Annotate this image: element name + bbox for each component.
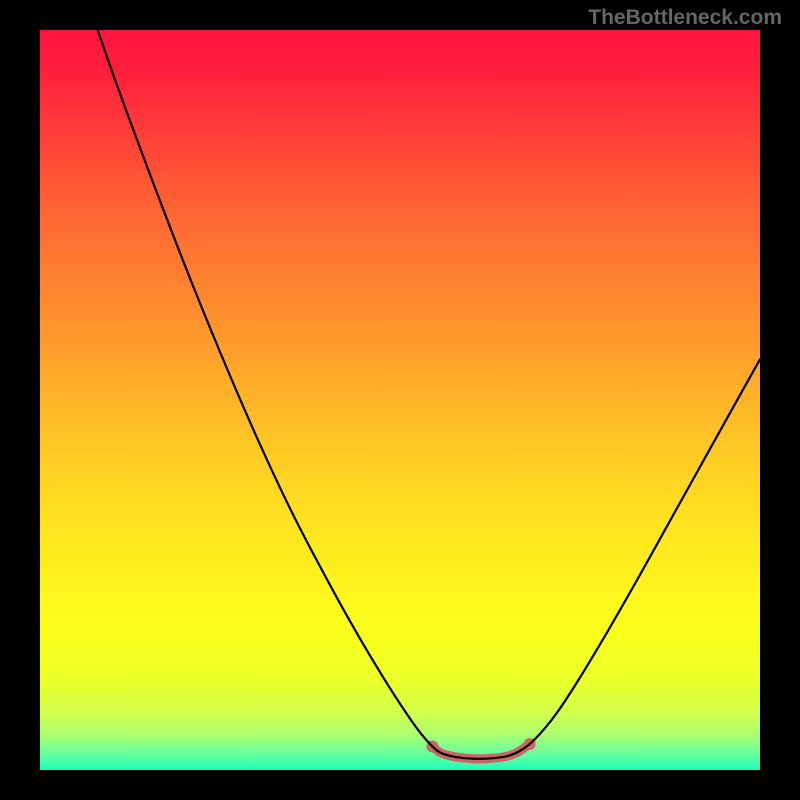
- chart-plot-bg: [40, 30, 760, 770]
- chart-container: TheBottleneck.com: [0, 0, 800, 800]
- watermark-text: TheBottleneck.com: [588, 6, 782, 30]
- bottleneck-curve-chart: [0, 0, 800, 800]
